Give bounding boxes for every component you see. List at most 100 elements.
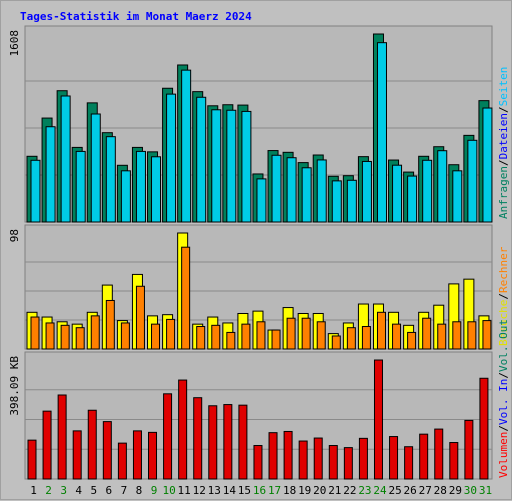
day-label: 28	[434, 484, 447, 497]
day-label: 15	[238, 484, 251, 497]
day-label: 21	[328, 484, 341, 497]
bar-rechner	[361, 326, 371, 350]
legend-visits-entry: /	[497, 293, 510, 300]
bar-dateien	[196, 96, 207, 223]
day-label: 2	[45, 484, 52, 497]
bar-rechner	[105, 299, 115, 350]
day-label: 19	[298, 484, 311, 497]
day-label: 17	[268, 484, 281, 497]
legend-visits-entry: Rechner	[497, 246, 510, 293]
day-label: 11	[178, 484, 191, 497]
day-label: 24	[373, 484, 387, 497]
bar-dateien	[286, 157, 297, 223]
bar-volumen	[102, 421, 112, 480]
legend-volume: Volumen/Vol. In/Vol. Out	[497, 319, 510, 478]
bar-volumen	[163, 393, 173, 480]
bar-rechner	[376, 311, 386, 350]
legend-visits: Besuche/Rechner	[497, 246, 510, 346]
bar-volumen	[298, 440, 308, 480]
bar-dateien	[151, 156, 162, 223]
legend-volume-entry: Vol. In	[497, 379, 510, 425]
day-label: 25	[388, 484, 401, 497]
bar-dateien	[135, 150, 146, 223]
legend-hits-entry: Seiten	[497, 67, 510, 107]
day-label: 26	[404, 484, 417, 497]
day-label: 5	[90, 484, 97, 497]
bar-dateien	[271, 154, 282, 223]
bar-volumen	[268, 432, 278, 480]
bar-rechner	[346, 327, 356, 350]
bar-rechner	[407, 331, 417, 350]
day-label: 4	[75, 484, 82, 497]
legend-hits: Anfragen/Dateien/Seiten	[497, 67, 510, 219]
day-label: 8	[136, 484, 143, 497]
bar-volumen	[238, 404, 248, 480]
day-label: 30	[464, 484, 477, 497]
bar-dateien	[181, 69, 192, 223]
bar-volumen	[132, 430, 142, 480]
day-label: 27	[419, 484, 432, 497]
bar-dateien	[437, 150, 448, 223]
bar-rechner	[90, 315, 100, 350]
bar-volumen	[464, 419, 474, 480]
bar-rechner	[422, 317, 432, 350]
day-label: 3	[60, 484, 67, 497]
legend-volume-entry: /	[497, 425, 510, 432]
bar-rechner	[181, 246, 191, 350]
bar-dateien	[211, 109, 222, 223]
legend-hits-entry: /	[497, 159, 510, 166]
bar-volumen	[328, 445, 338, 480]
day-label: 12	[193, 484, 206, 497]
bar-volumen	[42, 410, 52, 480]
bar-rechner	[60, 324, 70, 350]
bar-dateien	[482, 107, 493, 223]
bar-volumen	[358, 437, 368, 480]
bar-rechner	[301, 317, 311, 350]
day-label: 23	[358, 484, 371, 497]
day-label: 29	[449, 484, 462, 497]
day-label: 18	[283, 484, 296, 497]
bar-volumen	[389, 436, 399, 480]
chart-title: Tages-Statistik im Monat Maerz 2024	[20, 10, 252, 23]
day-label: 22	[343, 484, 356, 497]
day-label: 13	[208, 484, 221, 497]
bar-dateien	[376, 42, 387, 223]
bar-dateien	[45, 126, 56, 223]
bar-rechner	[45, 322, 55, 350]
day-label: 14	[223, 484, 237, 497]
bar-rechner	[482, 320, 492, 350]
bar-volumen	[419, 433, 429, 480]
bar-volumen	[178, 379, 188, 480]
bar-rechner	[120, 322, 130, 350]
bar-dateien	[120, 170, 131, 223]
legend-volume-entry: Vol. Out	[497, 319, 510, 372]
bar-volumen	[343, 447, 353, 480]
bar-dateien	[256, 178, 267, 223]
bar-dateien	[467, 139, 478, 223]
bar-rechner	[30, 316, 40, 350]
bar-rechner	[256, 321, 266, 350]
y-max-label-visits: 98	[8, 229, 21, 242]
bar-rechner	[452, 321, 462, 350]
bar-dateien	[316, 159, 327, 223]
legend-visits-entry: Besuche	[497, 300, 510, 346]
bar-rechner	[135, 285, 145, 350]
bar-dateien	[241, 110, 252, 223]
bar-rechner	[151, 323, 161, 350]
bar-volumen	[223, 404, 233, 480]
bar-volumen	[27, 439, 37, 480]
bar-volumen	[72, 430, 82, 480]
bar-volumen	[479, 377, 489, 480]
day-label: 20	[313, 484, 326, 497]
bar-dateien	[422, 159, 433, 223]
bar-volumen	[117, 442, 127, 480]
bar-volumen	[449, 442, 459, 480]
bar-dateien	[60, 95, 71, 223]
bar-volumen	[434, 428, 444, 480]
bar-rechner	[271, 329, 281, 350]
bar-rechner	[467, 321, 477, 350]
bar-rechner	[211, 324, 221, 350]
legend-hits-entry: Dateien	[497, 113, 510, 159]
bar-dateien	[407, 175, 418, 223]
